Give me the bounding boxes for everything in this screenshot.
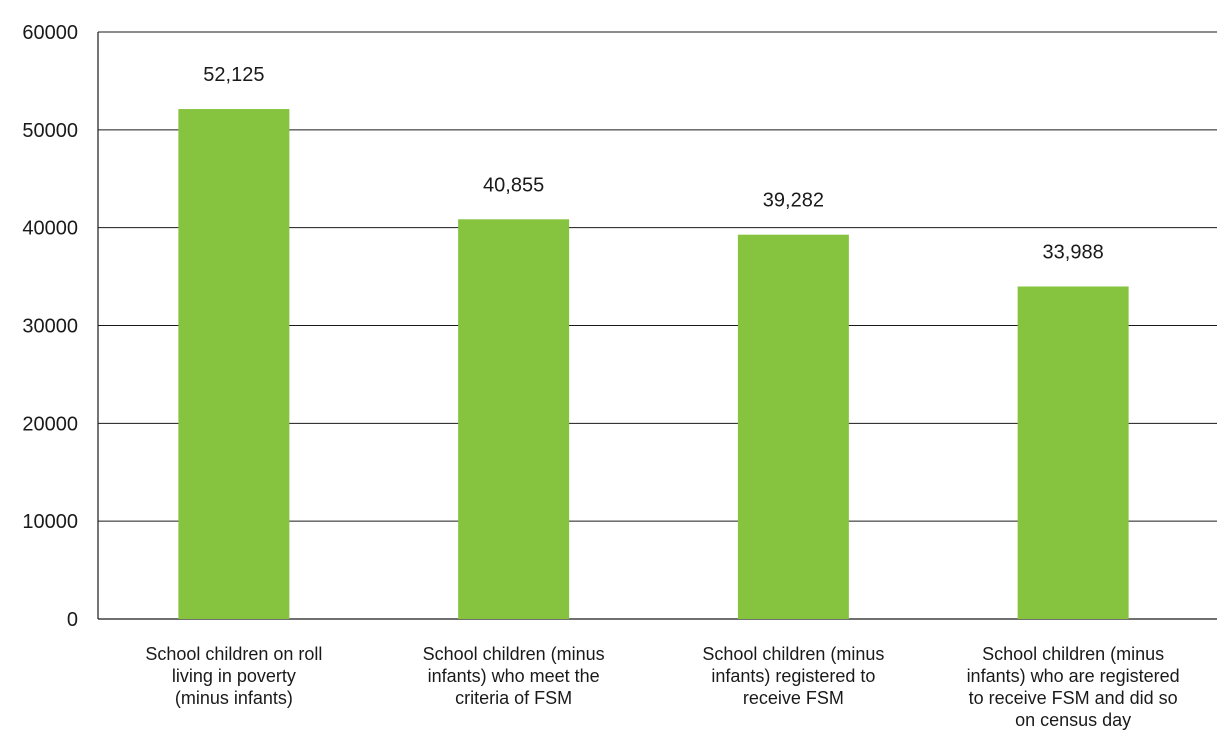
data-labels: 52,125 40,855 39,282 33,988 [203, 64, 1103, 263]
x-category-label: School children on roll living in poverty… [145, 644, 322, 708]
y-tick-label: 60000 [22, 22, 78, 44]
bar [458, 219, 570, 619]
category-labels: School children on roll living in poverty… [145, 644, 1179, 730]
x-category-label: School children (minus infants) registere… [702, 644, 884, 708]
y-tick-label: 30000 [22, 316, 78, 338]
data-label: 33,988 [1043, 241, 1104, 263]
y-tick-label: 0 [67, 609, 78, 631]
y-tick-label: 20000 [22, 413, 78, 435]
data-label: 39,282 [763, 190, 824, 212]
y-axis-tick-labels: 0 10000 20000 30000 40000 50000 60000 [22, 22, 78, 631]
y-tick-label: 10000 [22, 511, 78, 533]
x-category-label: School children (minus infants) who meet … [423, 644, 605, 708]
data-label: 52,125 [203, 64, 264, 86]
y-tick-label: 40000 [22, 218, 78, 240]
x-category-label: School children (minus infants) who are r… [967, 644, 1180, 730]
bar [178, 109, 290, 619]
bars [178, 109, 1129, 619]
bar [1017, 286, 1129, 619]
y-tick-label: 50000 [22, 120, 78, 142]
bar [737, 234, 849, 619]
data-label: 40,855 [483, 174, 544, 196]
